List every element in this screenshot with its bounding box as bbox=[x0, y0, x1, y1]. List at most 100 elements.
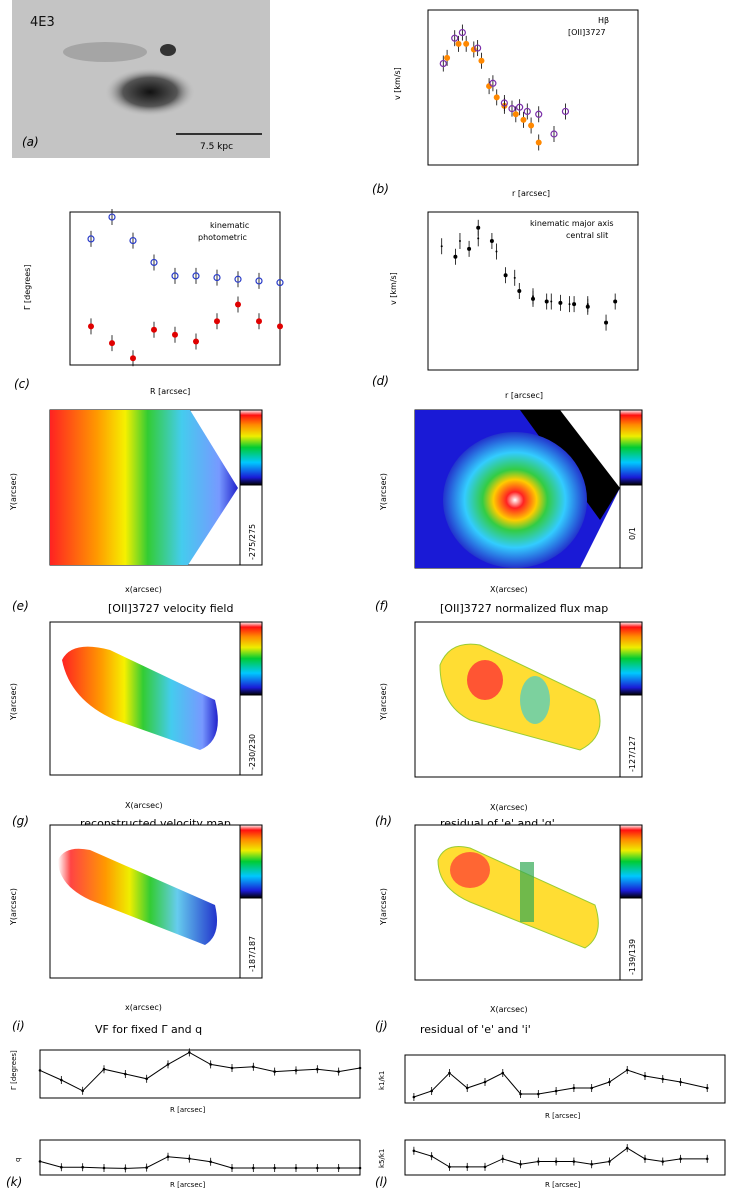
data-point bbox=[60, 1078, 63, 1082]
data-point bbox=[316, 1067, 319, 1071]
data-point bbox=[495, 250, 498, 253]
data-point bbox=[465, 1165, 469, 1169]
velocity-map bbox=[58, 848, 218, 945]
data-point bbox=[643, 1157, 647, 1161]
data-point bbox=[476, 225, 481, 230]
scale-bar-label: 7.5 kpc bbox=[200, 142, 233, 152]
panel-f: 0/1 (f) [OII]3727 normalized flux map X(… bbox=[375, 409, 643, 615]
data-point bbox=[508, 105, 516, 113]
map-title: [OII]3727 normalized flux map bbox=[440, 602, 608, 615]
x-axis-label: r [arcsec] bbox=[505, 391, 543, 400]
x-axis-label: R [arcsec] bbox=[150, 387, 190, 396]
data-point bbox=[294, 1166, 298, 1170]
data-point bbox=[554, 1089, 558, 1093]
x-axis-label: X(arcsec) bbox=[125, 801, 163, 810]
data-point bbox=[705, 1157, 709, 1161]
data-point bbox=[608, 1080, 611, 1084]
data-point bbox=[554, 1160, 558, 1163]
data-point bbox=[458, 239, 461, 242]
x-axis-label-bottom: R [arcsec] bbox=[545, 1181, 580, 1189]
colorbar-range: -139/139 bbox=[628, 939, 637, 975]
legend-central-slit: central slit bbox=[566, 231, 608, 240]
data-point bbox=[661, 1077, 665, 1081]
data-point bbox=[572, 1086, 576, 1090]
panel-letter: (c) bbox=[14, 377, 30, 391]
panel-g: -230/230 (g) reconstructed velocity map … bbox=[9, 621, 263, 830]
data-point bbox=[535, 139, 542, 146]
data-point bbox=[516, 103, 524, 111]
data-point bbox=[214, 318, 220, 325]
panel-letter: (a) bbox=[22, 135, 39, 149]
colorbar-range: -127/127 bbox=[628, 736, 637, 772]
data-point bbox=[532, 295, 534, 298]
legend-photometric: photometric bbox=[198, 233, 247, 242]
x-axis-label: X(arcsec) bbox=[490, 1005, 528, 1014]
data-point bbox=[586, 303, 589, 306]
data-point bbox=[512, 111, 519, 118]
data-point bbox=[430, 1089, 433, 1093]
data-point bbox=[124, 1072, 127, 1076]
data-point bbox=[230, 1066, 234, 1070]
x-axis-label-top: R [arcsec] bbox=[545, 1112, 580, 1120]
galaxy-arm bbox=[63, 42, 147, 62]
panel-letter: (f) bbox=[375, 599, 389, 613]
data-point bbox=[130, 355, 136, 362]
plot-frame-bottom bbox=[404, 1139, 726, 1176]
data-point bbox=[129, 236, 137, 245]
data-point bbox=[87, 235, 95, 243]
data-point bbox=[613, 299, 618, 304]
data-point bbox=[209, 1063, 212, 1066]
data-point bbox=[489, 238, 494, 243]
data-point bbox=[463, 40, 470, 47]
y-axis-label: Y(arcsec) bbox=[379, 473, 388, 511]
colorbar bbox=[239, 409, 263, 486]
data-point bbox=[467, 246, 472, 251]
colorbar-label-box bbox=[619, 484, 643, 569]
data-point bbox=[483, 1165, 487, 1169]
data-point bbox=[102, 1166, 106, 1170]
data-point bbox=[489, 79, 497, 87]
data-point bbox=[523, 107, 531, 116]
colorbar-range: -275/275 bbox=[248, 524, 257, 560]
map-title: [OII]3727 velocity field bbox=[108, 602, 233, 615]
data-point bbox=[252, 1065, 255, 1069]
data-point bbox=[625, 1068, 629, 1072]
panel-d: (d) r [arcsec] v [km/s] kinematic major … bbox=[372, 211, 639, 400]
colorbar bbox=[619, 824, 643, 899]
velocity-field bbox=[50, 410, 238, 565]
data-point bbox=[209, 1160, 212, 1164]
data-point bbox=[256, 318, 262, 325]
data-point bbox=[412, 1095, 416, 1099]
data-point bbox=[145, 1077, 148, 1081]
data-point bbox=[151, 326, 157, 333]
data-point bbox=[661, 1160, 665, 1163]
data-point bbox=[705, 1086, 709, 1090]
x-axis-label: r [arcsec] bbox=[512, 189, 550, 198]
data-point bbox=[544, 299, 549, 304]
object-name: 4E3 bbox=[30, 15, 55, 30]
data-point bbox=[625, 1146, 629, 1150]
data-point bbox=[316, 1166, 319, 1170]
series-line bbox=[413, 1069, 708, 1098]
panel-letter: (e) bbox=[12, 599, 29, 613]
colorbar-label-box bbox=[239, 897, 263, 979]
data-point bbox=[590, 1086, 593, 1090]
data-point bbox=[124, 1167, 127, 1170]
galaxy-knot bbox=[160, 44, 176, 56]
plot-frame-bottom bbox=[39, 1139, 361, 1176]
data-point bbox=[500, 99, 508, 107]
data-point bbox=[81, 1089, 84, 1093]
data-point bbox=[235, 301, 241, 308]
data-point bbox=[558, 300, 563, 305]
x-axis-label-bottom: R [arcsec] bbox=[170, 1181, 205, 1189]
data-point bbox=[358, 1166, 362, 1170]
data-point bbox=[255, 277, 263, 285]
data-point bbox=[520, 116, 527, 123]
x-axis-label: x(arcsec) bbox=[125, 585, 162, 594]
panel-e: -275/275 (e) [OII]3727 velocity field x(… bbox=[9, 409, 263, 615]
data-point bbox=[171, 272, 179, 280]
residual-peak bbox=[467, 660, 503, 700]
data-point bbox=[145, 1166, 148, 1169]
panel-letter: (k) bbox=[6, 1175, 22, 1189]
colorbar-label-box bbox=[239, 694, 263, 776]
